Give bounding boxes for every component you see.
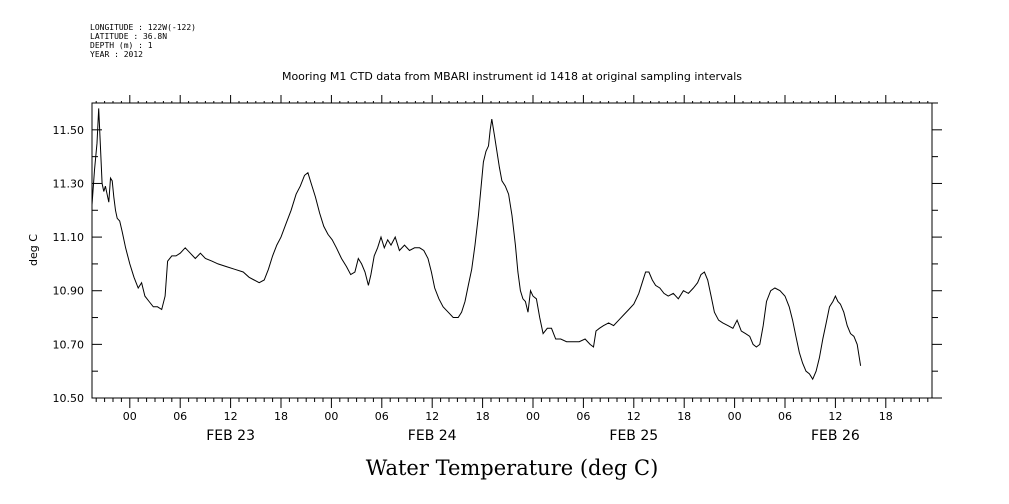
y-tick-label: 11.30 bbox=[53, 177, 85, 190]
x-tick-label: 18 bbox=[879, 410, 893, 423]
x-tick-label: 06 bbox=[576, 410, 590, 423]
x-tick-label: 00 bbox=[123, 410, 137, 423]
y-tick-labels: 10.50 10.70 10.90 11.10 11.30 11.50 bbox=[53, 124, 85, 405]
axis-ticks bbox=[92, 95, 942, 408]
year-label: YEAR : 2012 bbox=[90, 50, 143, 59]
depth-label: DEPTH (m) : 1 bbox=[90, 41, 153, 50]
x-tick-label: 18 bbox=[677, 410, 691, 423]
series-line-water-temperature bbox=[91, 108, 862, 381]
x-tick-labels: 00 06 12 18 00 06 12 18 00 06 12 18 00 06 12 18 bbox=[123, 410, 893, 423]
plot-frame bbox=[91, 102, 933, 399]
y-axis-label: deg C bbox=[27, 234, 40, 266]
x-tick-label: 00 bbox=[526, 410, 540, 423]
x-tick-label: 00 bbox=[728, 410, 742, 423]
x-tick-label: 06 bbox=[173, 410, 187, 423]
day-label: FEB 24 bbox=[408, 428, 457, 444]
day-labels: FEB 23 FEB 24 FEB 25 FEB 26 bbox=[206, 428, 860, 444]
y-tick-label: 11.10 bbox=[53, 231, 85, 244]
day-label: FEB 25 bbox=[609, 428, 658, 444]
x-tick-label: 12 bbox=[627, 410, 641, 423]
y-tick-label: 10.70 bbox=[53, 338, 85, 351]
day-label: FEB 23 bbox=[206, 428, 255, 444]
chart-title: Mooring M1 CTD data from MBARI instrumen… bbox=[282, 70, 742, 83]
latitude-label: LATITUDE : 36.8N bbox=[90, 32, 167, 41]
x-tick-label: 12 bbox=[425, 410, 439, 423]
x-tick-label: 00 bbox=[324, 410, 338, 423]
x-tick-label: 06 bbox=[778, 410, 792, 423]
x-tick-label: 12 bbox=[828, 410, 842, 423]
x-tick-label: 06 bbox=[375, 410, 389, 423]
x-tick-label: 12 bbox=[224, 410, 238, 423]
y-tick-label: 11.50 bbox=[53, 124, 85, 137]
x-tick-label: 18 bbox=[476, 410, 490, 423]
day-label: FEB 26 bbox=[811, 428, 860, 444]
y-tick-label: 10.50 bbox=[53, 392, 85, 405]
x-axis-label: Water Temperature (deg C) bbox=[366, 456, 659, 480]
y-tick-label: 10.90 bbox=[53, 285, 85, 298]
longitude-label: LONGITUDE : 122W(-122) bbox=[90, 23, 196, 32]
x-tick-label: 18 bbox=[274, 410, 288, 423]
